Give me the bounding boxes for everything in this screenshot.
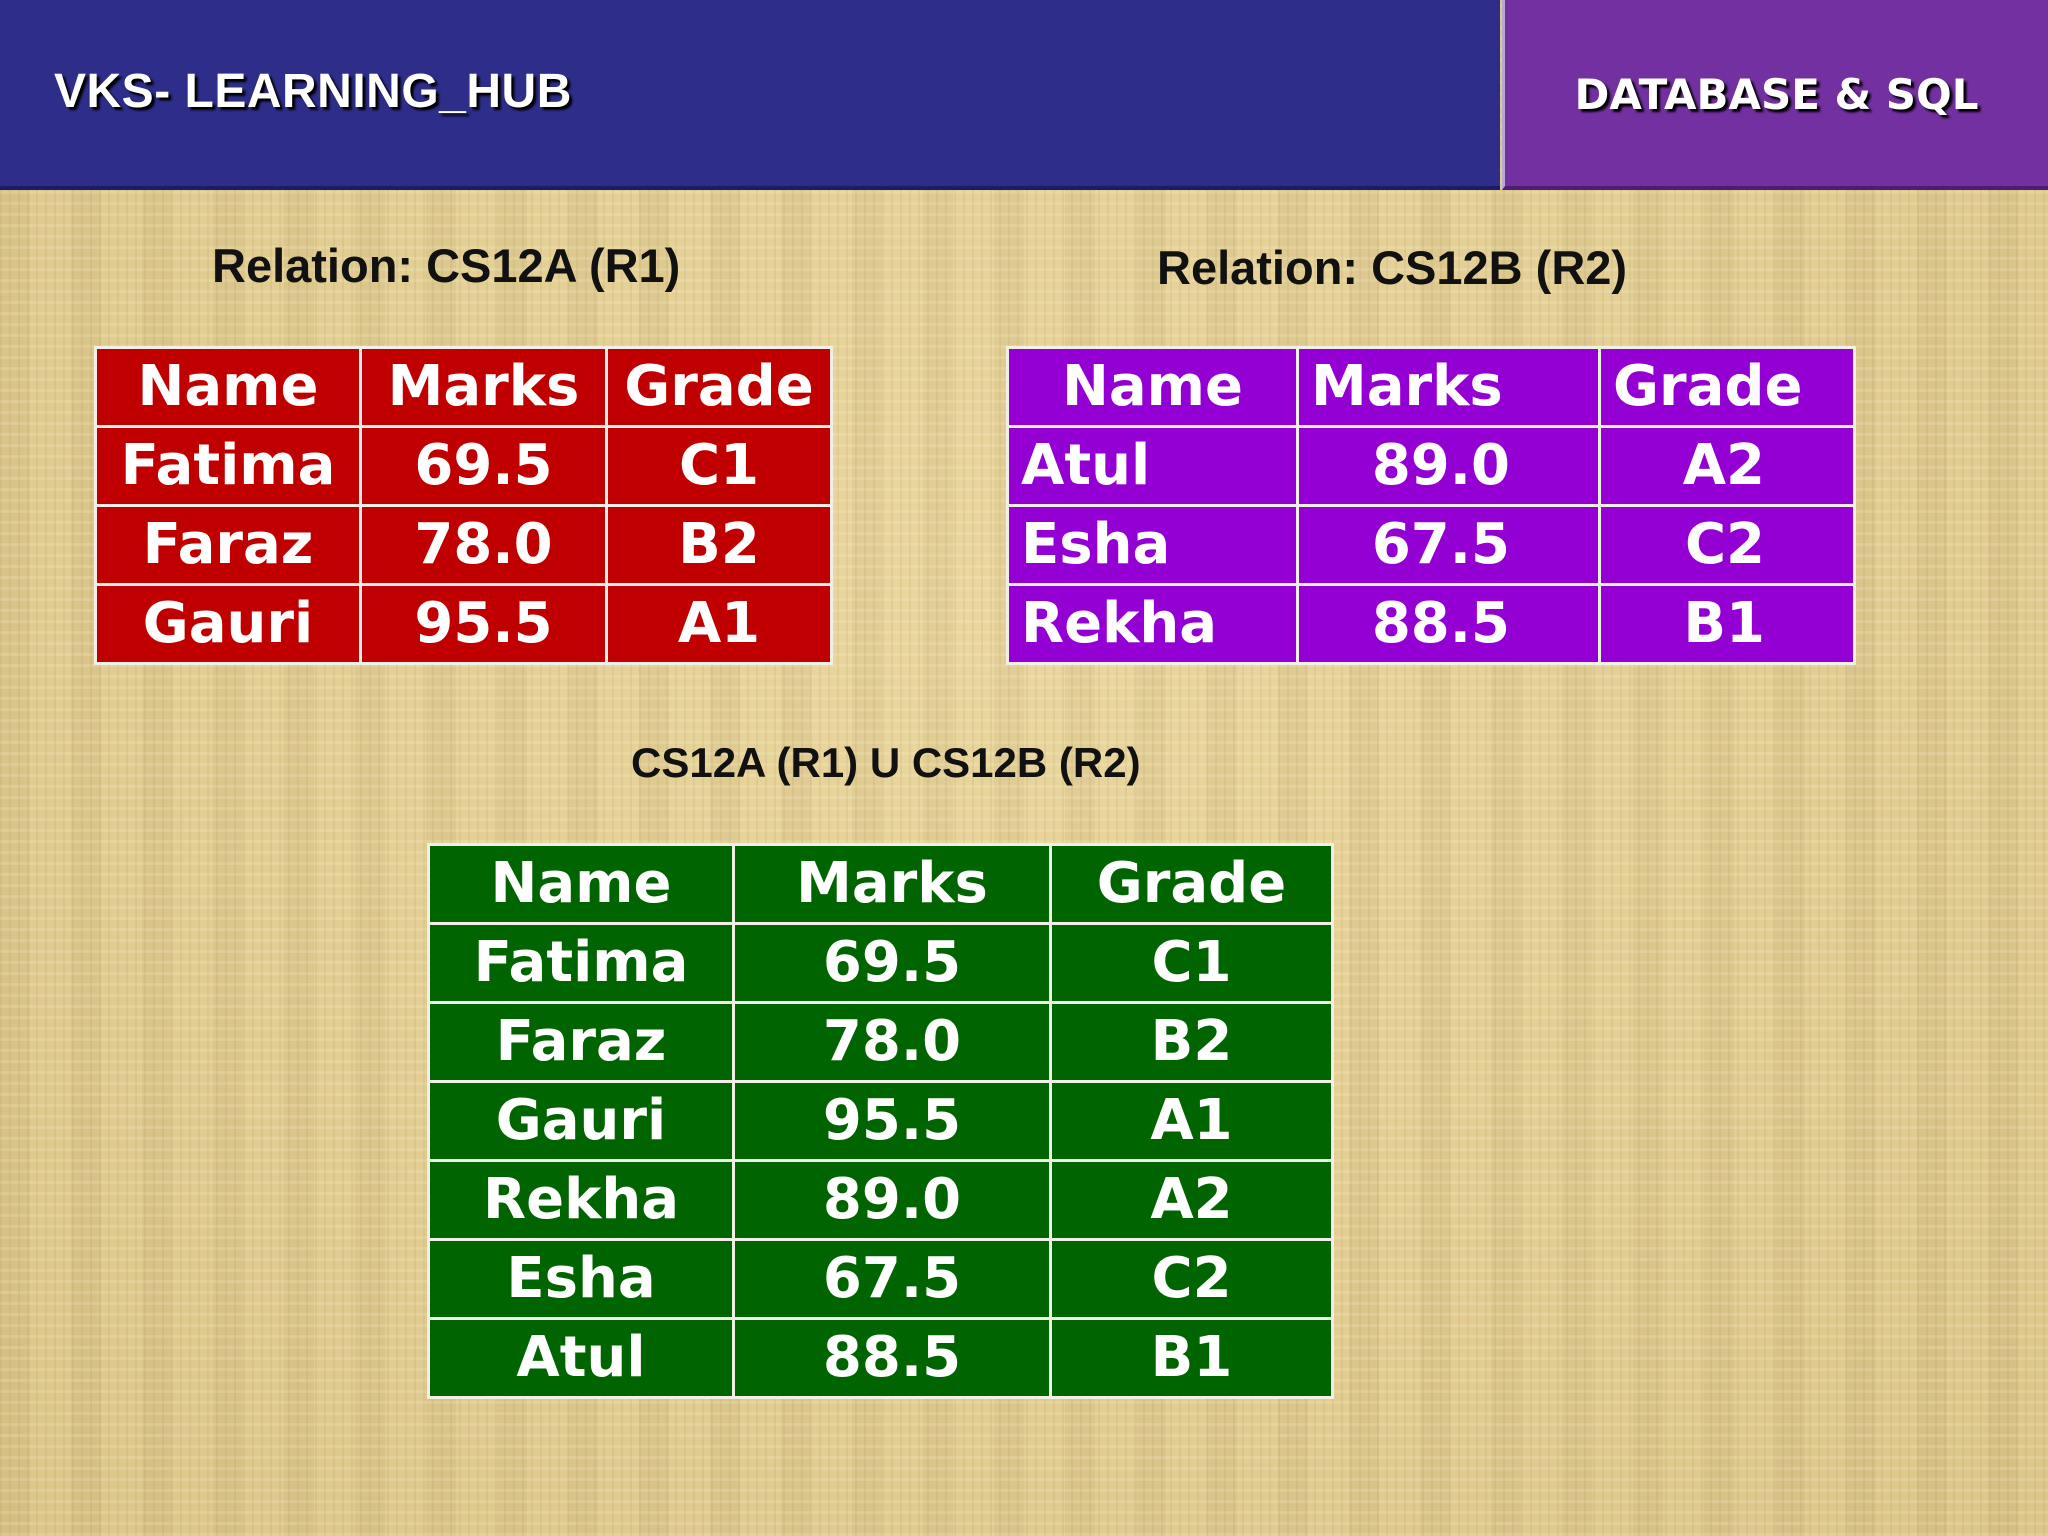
cell-marks: 69.5 xyxy=(732,922,1052,1004)
topic-tag-text: DATABASE & SQL xyxy=(1574,70,1979,119)
cell-name: Faraz xyxy=(94,504,362,586)
table-header-row: Name Marks Grade xyxy=(427,843,1334,925)
cell-marks: 89.0 xyxy=(732,1159,1052,1241)
cell-grade: C1 xyxy=(1049,922,1334,1004)
cell-grade: A1 xyxy=(1049,1080,1334,1162)
union-caption: CS12A (R1) U CS12B (R2) xyxy=(631,739,1141,786)
cell-marks: 95.5 xyxy=(359,583,608,665)
cell-name: Esha xyxy=(427,1238,735,1320)
cell-name: Faraz xyxy=(427,1001,735,1083)
cell-name: Gauri xyxy=(94,583,362,665)
topic-tag: DATABASE & SQL xyxy=(1502,0,2048,190)
table-row: Faraz 78.0 B2 xyxy=(94,504,833,586)
cell-grade: A1 xyxy=(605,583,833,665)
table-row: Fatima 69.5 C1 xyxy=(427,922,1334,1004)
cell-grade: C2 xyxy=(1598,504,1856,586)
table-row: Esha 67.5 C2 xyxy=(427,1238,1334,1320)
cell-marks: 88.5 xyxy=(732,1317,1052,1399)
cell-name: Fatima xyxy=(94,425,362,507)
table-row: Atul 89.0 A2 xyxy=(1006,425,1856,507)
table-header-row: Name Marks Grade xyxy=(94,346,833,428)
relation2-caption: Relation: CS12B (R2) xyxy=(1157,241,1628,294)
cell-name: Rekha xyxy=(427,1159,735,1241)
cell-marks: 95.5 xyxy=(732,1080,1052,1162)
cell-grade: A2 xyxy=(1598,425,1856,507)
cell-name: Gauri xyxy=(427,1080,735,1162)
header-band: VKS- LEARNING_HUB xyxy=(0,0,1500,190)
table-row: Gauri 95.5 A1 xyxy=(94,583,833,665)
cell-marks: 78.0 xyxy=(732,1001,1052,1083)
cell-marks: 88.5 xyxy=(1296,583,1601,665)
table-row: Gauri 95.5 A1 xyxy=(427,1080,1334,1162)
cell-name: Fatima xyxy=(427,922,735,1004)
table-row: Atul 88.5 B1 xyxy=(427,1317,1334,1399)
column-header-marks: Marks xyxy=(1296,346,1601,428)
table-row: Fatima 69.5 C1 xyxy=(94,425,833,507)
column-header-name: Name xyxy=(427,843,735,925)
cell-name: Atul xyxy=(427,1317,735,1399)
relation1-table: Name Marks Grade Fatima 69.5 C1 Faraz 78… xyxy=(94,346,833,665)
union-table: Name Marks Grade Fatima 69.5 C1 Faraz 78… xyxy=(427,843,1334,1399)
column-header-grade: Grade xyxy=(605,346,833,428)
cell-name: Atul xyxy=(1006,425,1299,507)
column-header-grade: Grade xyxy=(1049,843,1334,925)
cell-marks: 78.0 xyxy=(359,504,608,586)
cell-grade: B1 xyxy=(1598,583,1856,665)
column-header-grade: Grade xyxy=(1598,346,1856,428)
column-header-name: Name xyxy=(94,346,362,428)
cell-name: Esha xyxy=(1006,504,1299,586)
cell-marks: 67.5 xyxy=(1296,504,1601,586)
cell-grade: B2 xyxy=(605,504,833,586)
column-header-name: Name xyxy=(1006,346,1299,428)
header-title: VKS- LEARNING_HUB xyxy=(54,65,572,118)
cell-grade: C2 xyxy=(1049,1238,1334,1320)
cell-grade: A2 xyxy=(1049,1159,1334,1241)
table-row: Rekha 89.0 A2 xyxy=(427,1159,1334,1241)
cell-grade: B2 xyxy=(1049,1001,1334,1083)
cell-grade: C1 xyxy=(605,425,833,507)
table-row: Esha 67.5 C2 xyxy=(1006,504,1856,586)
table-row: Faraz 78.0 B2 xyxy=(427,1001,1334,1083)
cell-marks: 67.5 xyxy=(732,1238,1052,1320)
relation2-table: Name Marks Grade Atul 89.0 A2 Esha 67.5 … xyxy=(1006,346,1856,665)
relation1-caption: Relation: CS12A (R1) xyxy=(212,239,681,292)
table-header-row: Name Marks Grade xyxy=(1006,346,1856,428)
cell-marks: 69.5 xyxy=(359,425,608,507)
cell-name: Rekha xyxy=(1006,583,1299,665)
cell-marks: 89.0 xyxy=(1296,425,1601,507)
column-header-marks: Marks xyxy=(732,843,1052,925)
table-row: Rekha 88.5 B1 xyxy=(1006,583,1856,665)
cell-grade: B1 xyxy=(1049,1317,1334,1399)
column-header-marks: Marks xyxy=(359,346,608,428)
